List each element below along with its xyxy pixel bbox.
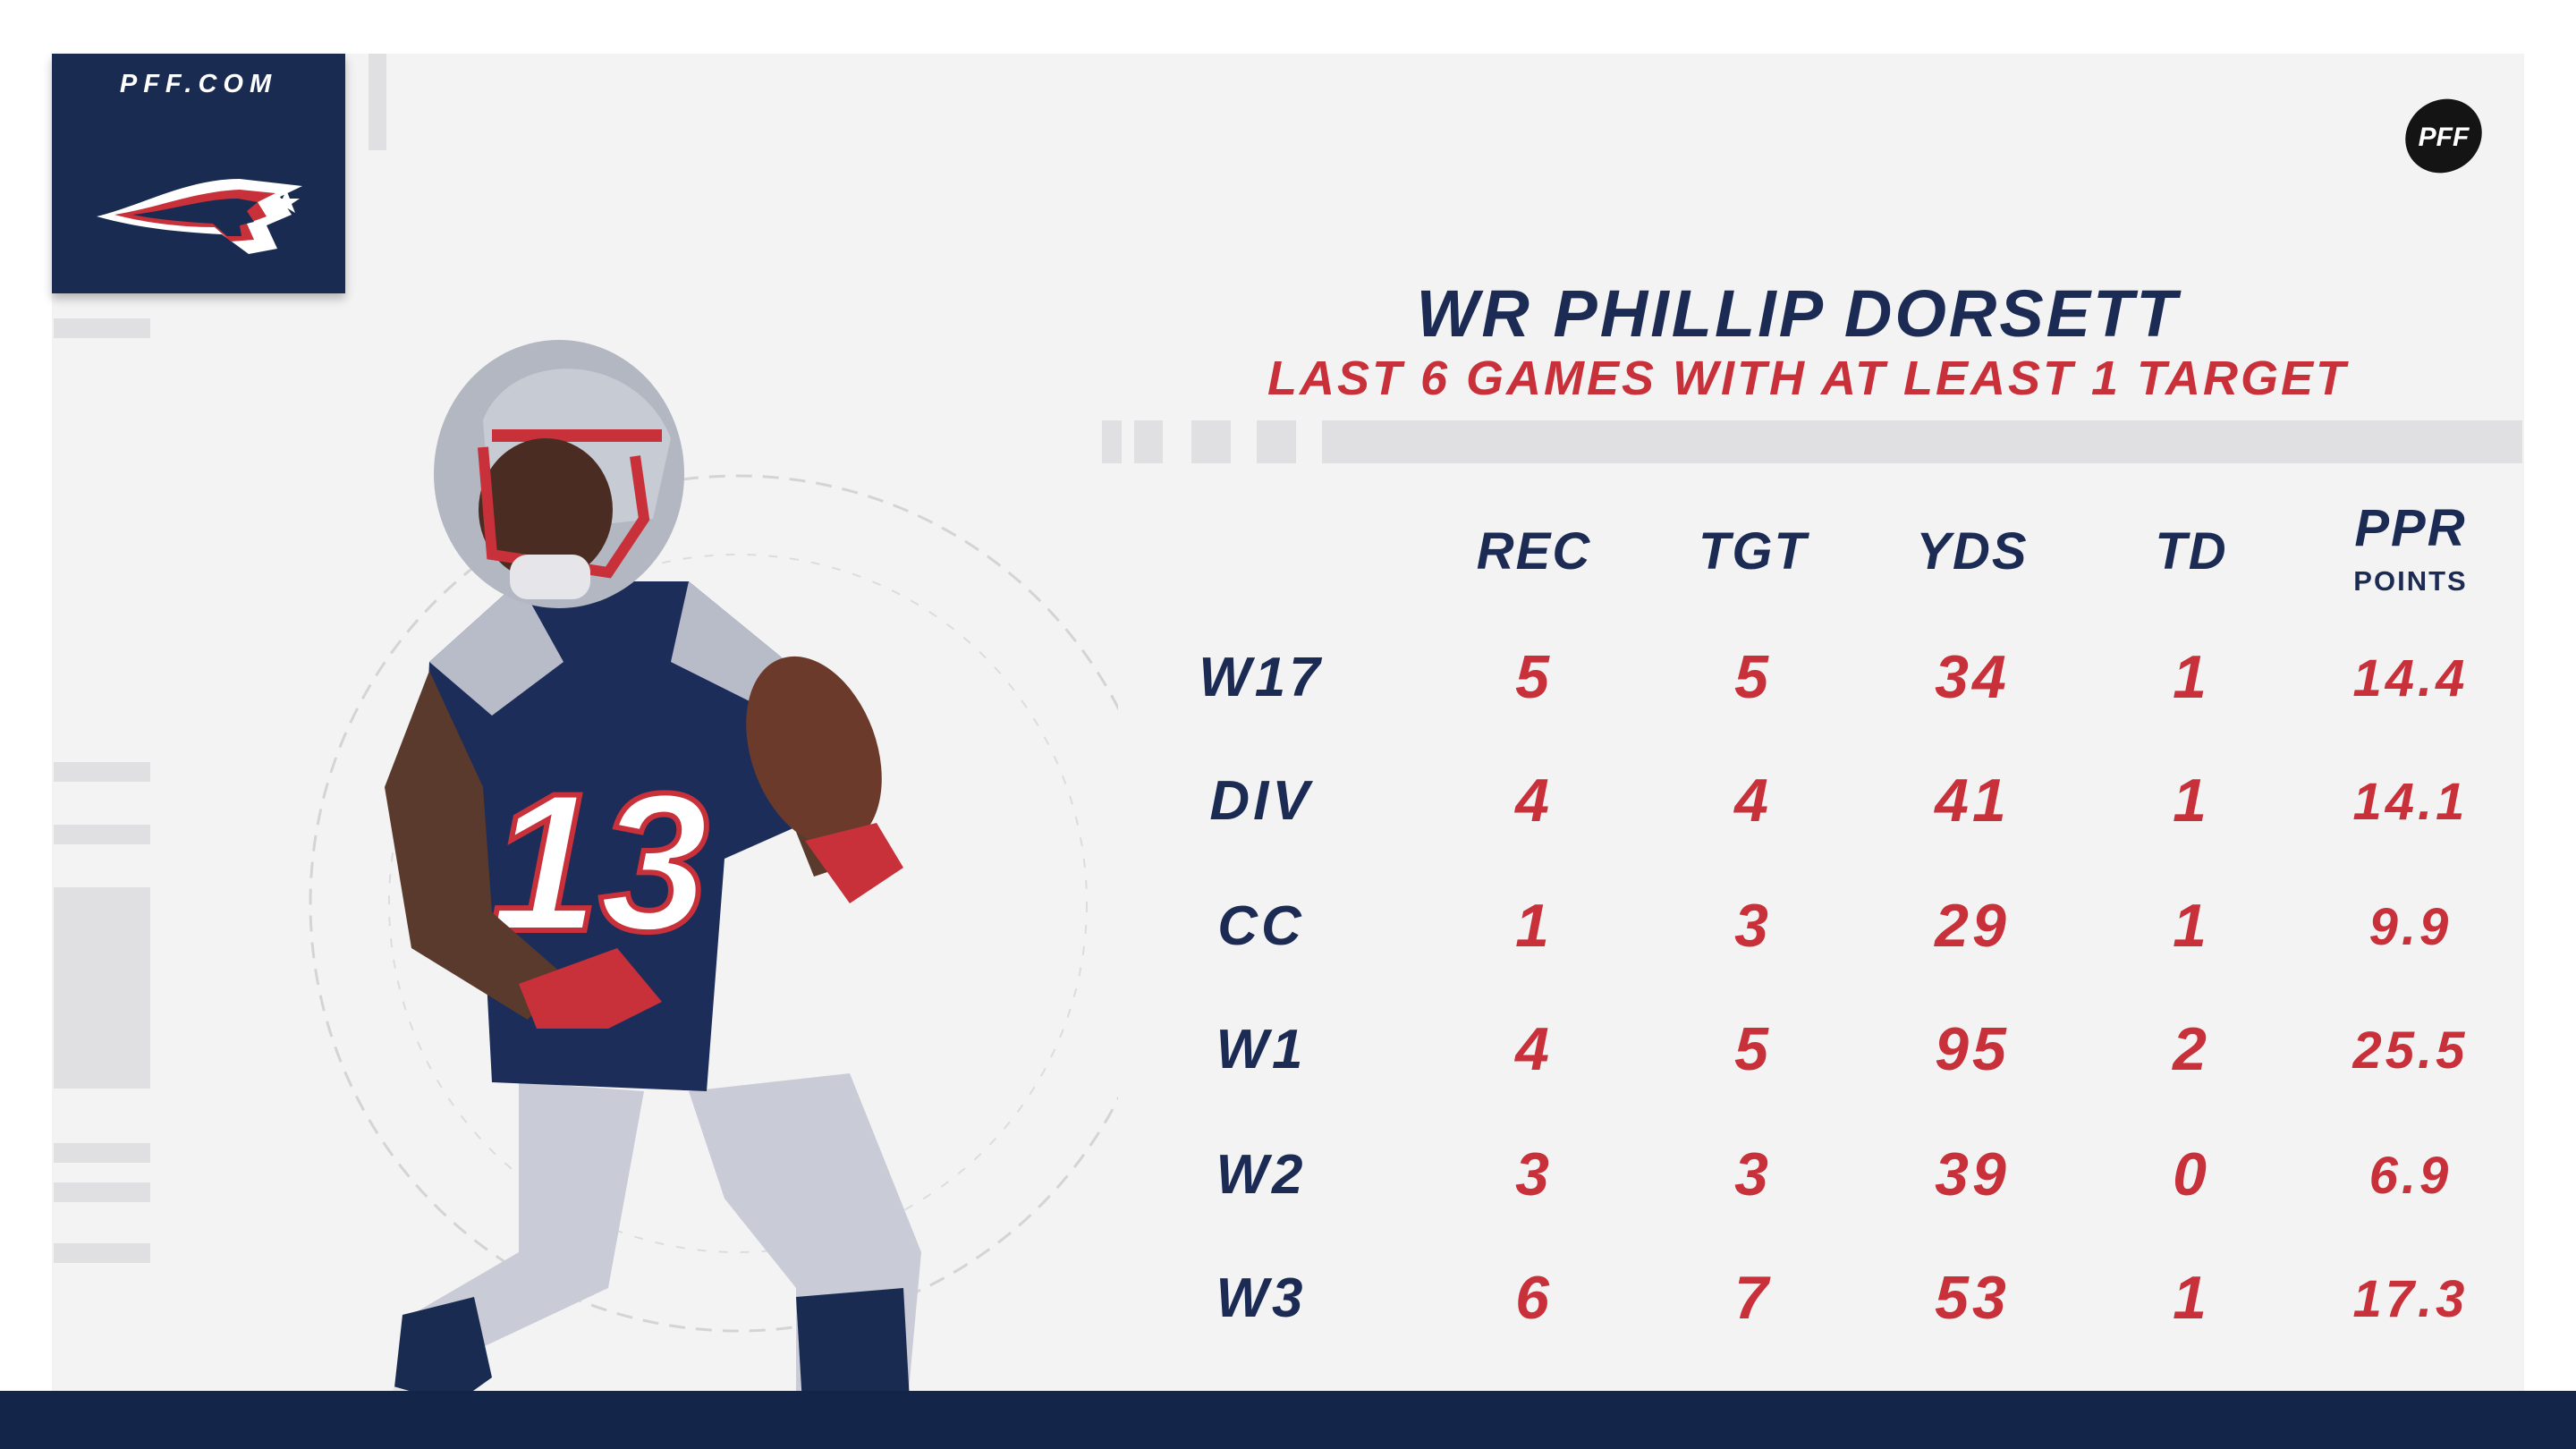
cell-td: 1: [2173, 892, 2210, 960]
column-header-tgt: TGT: [1699, 522, 1808, 580]
cell-rec: 1: [1515, 892, 1553, 960]
row-label-div: DIV: [1209, 770, 1313, 832]
cell-rec: 4: [1515, 767, 1553, 835]
cell-td: 0: [2173, 1140, 2210, 1208]
cell-tgt: 3: [1734, 1140, 1772, 1208]
column-header-ppr-sub: POINTS: [2353, 565, 2468, 597]
title-divider-dash: [1191, 420, 1231, 463]
decor-bar: [369, 54, 386, 150]
cell-rec: 6: [1515, 1264, 1553, 1332]
title-divider-dash: [1257, 420, 1296, 463]
cell-rec: 4: [1515, 1015, 1553, 1083]
cell-td: 1: [2173, 767, 2210, 835]
patriots-logo-icon: [97, 179, 302, 254]
cell-tgt: 7: [1734, 1264, 1772, 1332]
title-divider-dash: [1134, 420, 1163, 463]
cell-ppr: 17.3: [2352, 1270, 2469, 1328]
jersey-number: 13: [490, 752, 709, 972]
cell-ppr: 6.9: [2368, 1147, 2453, 1205]
cell-yds: 53: [1935, 1264, 2010, 1332]
column-header-rec: REC: [1476, 522, 1592, 580]
cell-yds: 29: [1935, 892, 2010, 960]
pff-logo-icon: PFF: [2405, 98, 2482, 174]
cell-ppr: 14.4: [2352, 649, 2469, 708]
decor-bar: [54, 1182, 150, 1202]
row-label-w17: W17: [1199, 647, 1324, 708]
cell-td: 2: [2173, 1015, 2210, 1083]
cell-td: 1: [2173, 1264, 2210, 1332]
column-header-ppr: PPR: [2354, 499, 2467, 557]
row-label-w3: W3: [1216, 1267, 1307, 1329]
decor-bar: [54, 762, 150, 782]
pff-logo-text: PFF: [2419, 123, 2470, 152]
decor-bar: [54, 825, 150, 844]
cell-yds: 95: [1935, 1015, 2010, 1083]
decor-bar: [54, 887, 150, 1089]
title-divider-bar: [1322, 420, 2522, 463]
cell-ppr: 14.1: [2352, 773, 2469, 831]
row-label-cc: CC: [1217, 895, 1305, 957]
decor-bar: [54, 1243, 150, 1263]
page-subtitle: LAST 6 GAMES WITH AT LEAST 1 TARGET: [1267, 352, 2348, 405]
cell-yds: 41: [1935, 767, 2010, 835]
title-divider-dash: [1102, 420, 1122, 463]
cell-tgt: 5: [1734, 643, 1772, 711]
cell-td: 1: [2173, 643, 2210, 711]
cell-rec: 5: [1515, 643, 1553, 711]
player-photo: 13: [309, 340, 1118, 1449]
cell-tgt: 3: [1734, 892, 1772, 960]
brand-box: PFF.COM: [52, 54, 345, 293]
footer-bar: [0, 1391, 2576, 1449]
cell-rec: 3: [1515, 1140, 1553, 1208]
row-label-w1: W1: [1216, 1019, 1307, 1080]
row-label-w2: W2: [1216, 1144, 1307, 1206]
cell-yds: 39: [1935, 1140, 2010, 1208]
decor-bar: [54, 1143, 150, 1163]
page-title: WR PHILLIP DORSETT: [1416, 276, 2180, 351]
cell-ppr: 9.9: [2368, 898, 2453, 956]
decor-bar: [54, 318, 150, 338]
cell-tgt: 4: [1734, 767, 1772, 835]
column-header-td: TD: [2155, 522, 2228, 580]
cell-tgt: 5: [1734, 1015, 1772, 1083]
brand-site-label: PFF.COM: [119, 70, 278, 98]
cell-yds: 34: [1935, 643, 2010, 711]
cell-ppr: 25.5: [2352, 1021, 2469, 1080]
column-header-yds: YDS: [1916, 522, 2029, 580]
